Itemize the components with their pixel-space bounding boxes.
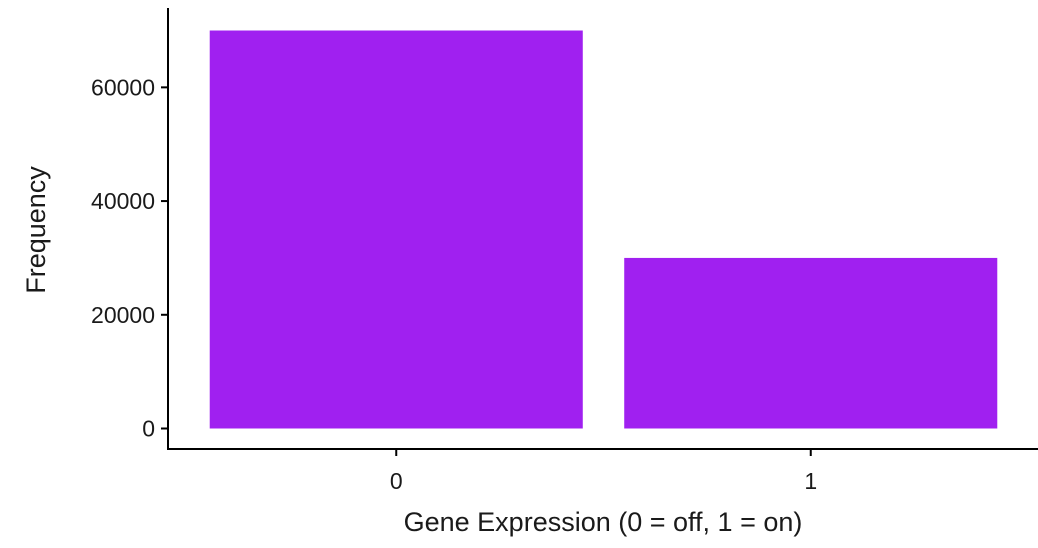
bars-layer (209, 30, 998, 429)
bar-0 (209, 30, 583, 429)
y-ticks-layer: 0 20000 40000 60000 (91, 74, 168, 442)
y-tick-label-60000: 60000 (91, 74, 155, 100)
x-axis-title: Gene Expression (0 = off, 1 = on) (404, 507, 803, 537)
x-tick-label-1: 1 (804, 468, 817, 494)
bar-1 (624, 257, 998, 429)
y-tick-label-0: 0 (142, 416, 155, 442)
x-tick-label-0: 0 (390, 468, 403, 494)
y-axis-title: Frequency (21, 166, 51, 294)
y-tick-label-20000: 20000 (91, 302, 155, 328)
y-tick-label-40000: 40000 (91, 188, 155, 214)
